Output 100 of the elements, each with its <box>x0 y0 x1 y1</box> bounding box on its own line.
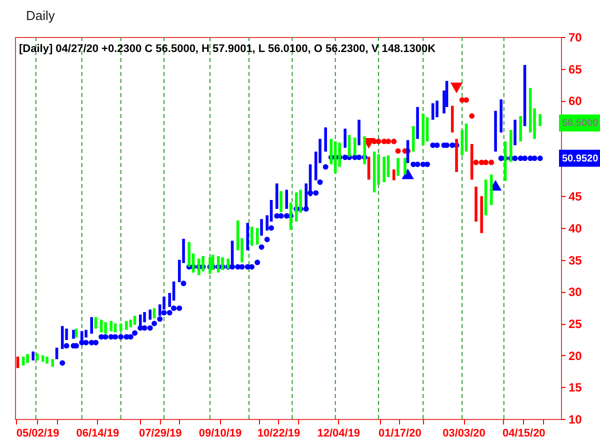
bar <box>36 353 39 360</box>
bar <box>208 257 212 274</box>
x-tick-label: 07/29/19 <box>138 428 182 440</box>
bar <box>143 312 146 322</box>
y-tick-label: 25 <box>568 317 582 331</box>
bar <box>41 355 44 362</box>
bar <box>436 100 438 118</box>
bar <box>344 128 347 148</box>
bar <box>94 317 98 329</box>
x-tick-label: 12/04/19 <box>317 428 360 440</box>
y-tick-label: 35 <box>568 253 582 268</box>
bar <box>480 196 484 234</box>
bar <box>519 116 522 142</box>
bar <box>396 158 400 176</box>
bar <box>358 120 360 146</box>
point <box>469 113 475 119</box>
annotation: 56.5000 <box>562 118 599 129</box>
bar <box>114 324 117 332</box>
y-tick-label: 20 <box>568 348 582 363</box>
x-tick-label: 05/02/19 <box>16 428 60 440</box>
x-tick-label: 03/03/20 <box>442 428 486 440</box>
bar <box>416 107 419 139</box>
y-tick-label: 10 <box>568 412 582 426</box>
annotation: 50.9520 <box>562 153 599 164</box>
bar <box>422 113 425 146</box>
bar <box>514 120 516 146</box>
bar <box>129 320 132 328</box>
bar <box>392 169 396 180</box>
bar <box>538 114 542 126</box>
y-tick-label: 70 <box>568 30 582 44</box>
y-tick-label: 30 <box>568 285 582 300</box>
bar <box>250 226 254 246</box>
bar <box>404 158 406 175</box>
bar <box>197 258 200 276</box>
bar <box>148 309 152 320</box>
bar <box>26 354 29 363</box>
bar <box>152 308 156 318</box>
point <box>464 97 470 103</box>
bar <box>133 316 136 325</box>
bar <box>90 317 94 334</box>
bar <box>490 174 493 206</box>
bar <box>285 190 288 209</box>
y-tick-label: 60 <box>568 94 582 108</box>
bar <box>202 256 204 272</box>
bar <box>455 138 458 172</box>
bar <box>216 256 220 273</box>
x-tick-label: 04/15/20 <box>502 428 546 440</box>
bar <box>211 254 214 270</box>
bar <box>256 228 259 245</box>
bar <box>363 136 366 164</box>
bar <box>382 156 386 182</box>
point <box>473 160 479 166</box>
bar <box>22 356 25 366</box>
y-tick-label: 65 <box>568 62 582 76</box>
bar <box>426 117 429 142</box>
point <box>488 160 494 166</box>
point <box>483 160 489 166</box>
bar <box>74 328 78 338</box>
chart-title: Daily <box>26 8 56 23</box>
point <box>391 138 397 144</box>
bar <box>500 99 503 132</box>
bar <box>294 192 298 222</box>
bar <box>100 320 103 332</box>
bar <box>260 219 263 236</box>
text: [Daily] 04/27/20 +0.2300 C 56.5000, H 57.9001, L 56.0100, O 56.2300, V 148.1300K <box>19 43 436 55</box>
bar <box>412 126 415 152</box>
bar <box>32 352 35 360</box>
x-tick-label: 06/14/19 <box>76 428 120 440</box>
point <box>395 148 401 154</box>
bar <box>484 180 488 216</box>
bar <box>474 186 478 222</box>
bar <box>372 152 376 192</box>
bar <box>275 183 278 209</box>
point <box>376 138 382 144</box>
bar <box>72 330 75 339</box>
y-tick-label: 15 <box>568 380 582 395</box>
bar <box>119 324 122 332</box>
bar <box>494 110 497 152</box>
bar <box>431 103 434 120</box>
bar <box>289 202 292 230</box>
bar <box>16 356 20 368</box>
bar <box>125 320 128 330</box>
x-tick-label: 01/17/20 <box>378 428 422 440</box>
point <box>386 138 392 144</box>
bar <box>246 222 250 250</box>
bar <box>55 348 58 360</box>
bar <box>324 127 328 152</box>
y-tick-label: 45 <box>568 190 582 204</box>
bar <box>51 359 54 367</box>
y-tick-label: 40 <box>568 222 582 236</box>
x-tick-label: 09/10/19 <box>198 428 242 440</box>
bar <box>334 141 337 174</box>
point <box>450 82 463 94</box>
bar <box>226 258 230 269</box>
point <box>402 168 414 180</box>
bar <box>46 356 48 364</box>
bar <box>450 106 454 132</box>
bar <box>509 130 512 162</box>
x-tick-label: 10/22/19 <box>257 428 300 440</box>
bar <box>221 257 224 270</box>
